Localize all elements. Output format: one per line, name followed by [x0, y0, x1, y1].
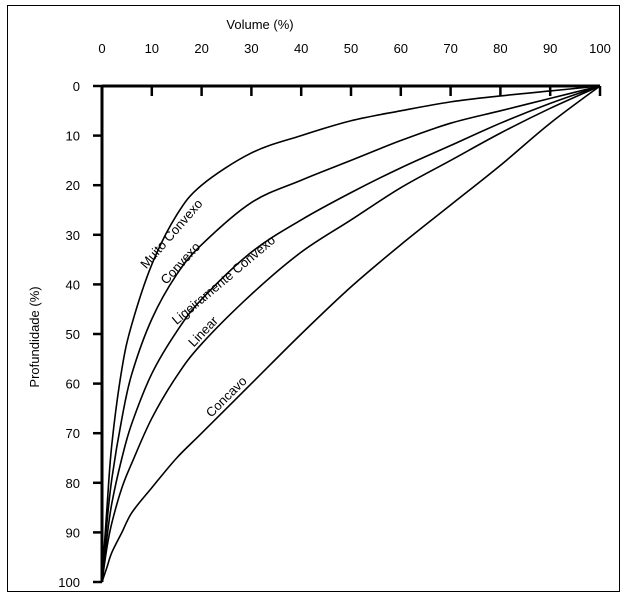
y-tick-label: 60 — [66, 377, 80, 392]
series-line-ligeiramente-convexo — [101, 85, 601, 583]
series-label: Muito Convexo — [137, 196, 205, 271]
chart-frame: Volume (%) Profundidade (%) 0 10 20 30 40 50 6… — [7, 5, 620, 592]
curves — [101, 85, 601, 583]
y-tick-label: 0 — [73, 79, 80, 94]
y-tick-label: 80 — [66, 476, 80, 491]
y-ticks: 0 10 20 30 40 50 60 70 80 90 100 — [58, 79, 102, 590]
x-tick-label: 20 — [194, 41, 208, 56]
x-tick-label: 100 — [589, 41, 611, 56]
series-line-muito-convexo — [101, 85, 601, 583]
x-ticks: 0 10 20 30 40 50 60 70 80 90 100 — [98, 41, 611, 96]
y-tick-label: 20 — [66, 178, 80, 193]
x-tick-label: 60 — [394, 41, 408, 56]
chart-svg: Volume (%) Profundidade (%) 0 10 20 30 40 50 6… — [27, 17, 611, 590]
x-axis-label: Volume (%) — [226, 17, 293, 32]
y-tick-label: 50 — [66, 327, 80, 342]
y-tick-label: 100 — [58, 575, 80, 590]
x-tick-label: 0 — [98, 41, 105, 56]
series-line-convexo — [101, 85, 601, 583]
y-tick-label: 10 — [66, 129, 80, 144]
y-tick-label: 40 — [66, 277, 80, 292]
y-tick-label: 90 — [66, 525, 80, 540]
y-tick-label: 70 — [66, 426, 80, 441]
x-tick-label: 90 — [543, 41, 557, 56]
y-axis-label: Profundidade (%) — [27, 286, 42, 387]
x-tick-label: 50 — [344, 41, 358, 56]
series-line-linear — [101, 85, 601, 583]
y-tick-label: 30 — [66, 228, 80, 243]
x-tick-label: 40 — [294, 41, 308, 56]
series-label: Linear — [185, 313, 221, 350]
series-line-concavo — [101, 85, 601, 583]
x-tick-label: 30 — [244, 41, 258, 56]
x-tick-label: 10 — [145, 41, 159, 56]
x-tick-label: 70 — [443, 41, 457, 56]
x-tick-label: 80 — [493, 41, 507, 56]
series-label: Concavo — [203, 373, 250, 420]
